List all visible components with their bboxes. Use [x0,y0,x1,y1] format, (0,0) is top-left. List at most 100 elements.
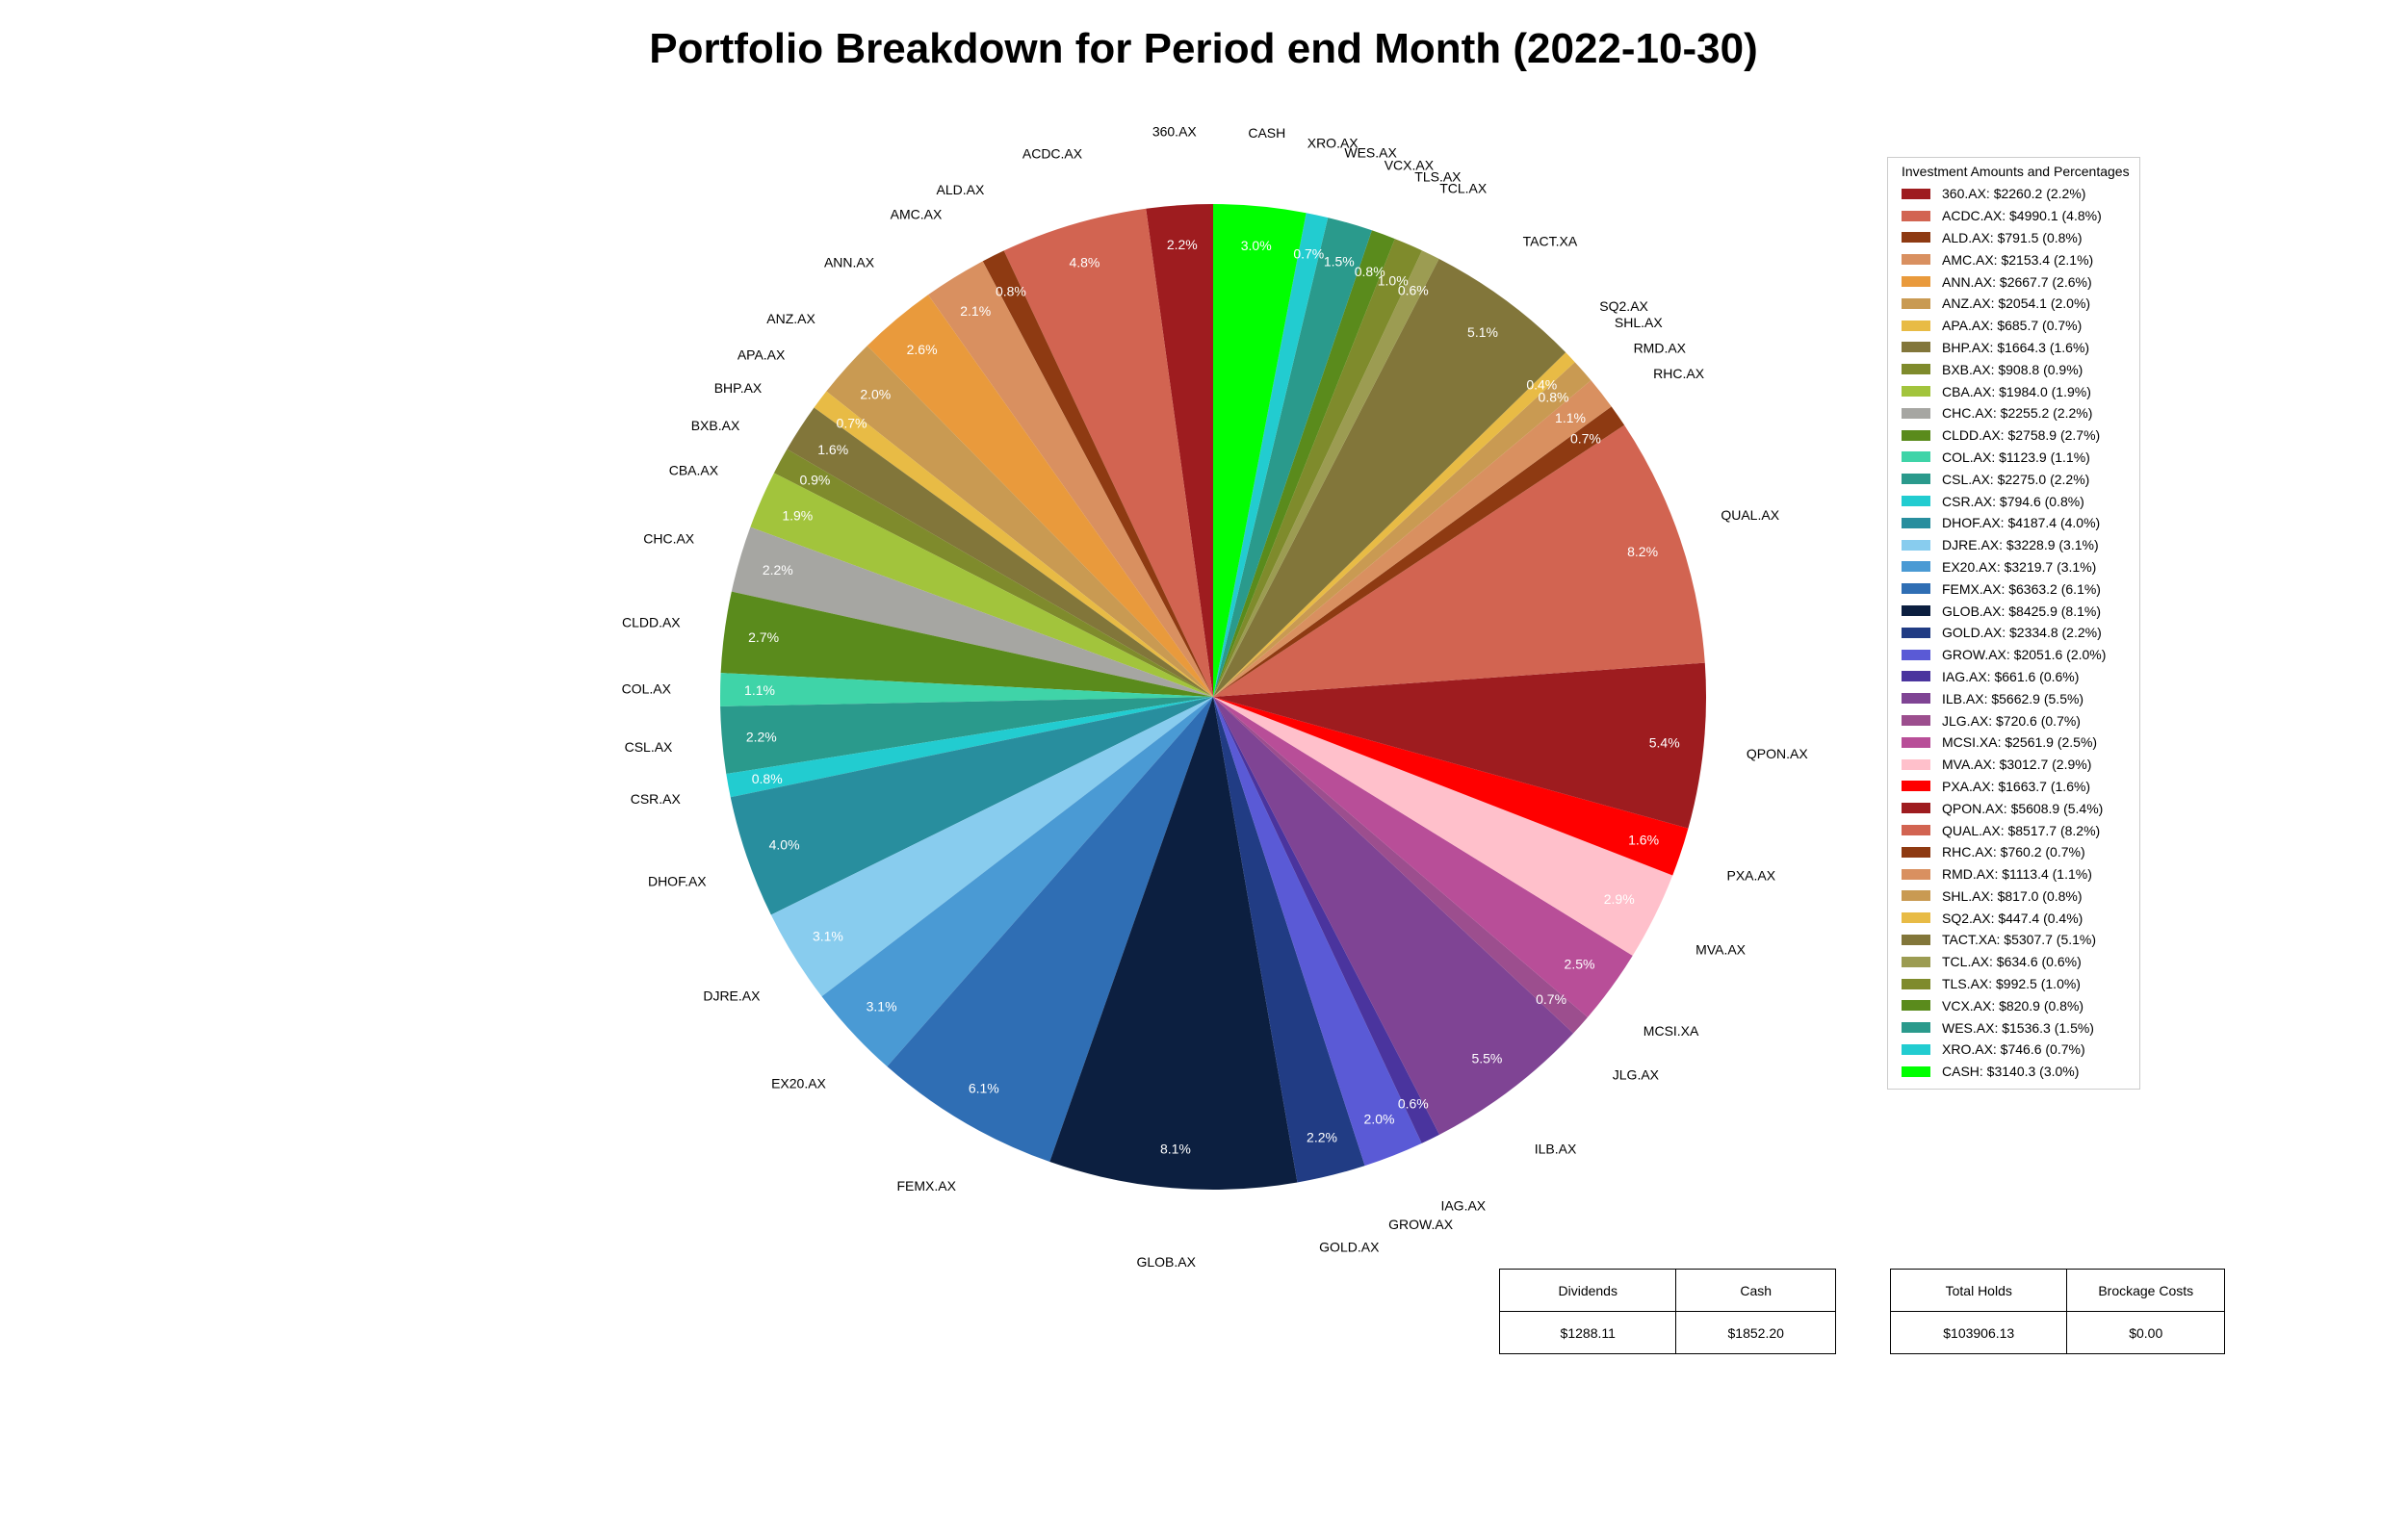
legend-item: SQ2.AX: $447.4 (0.4%) [1902,907,2130,929]
legend-label: 360.AX: $2260.2 (2.2%) [1942,186,2086,202]
pie-percent-label: 1.0% [1378,273,1409,289]
legend-item: COL.AX: $1123.9 (1.1%) [1902,447,2130,469]
pie-slice-mva-ax [1213,697,1673,956]
legend: Investment Amounts and Percentages 360.A… [1887,157,2140,1090]
pie-outer-label: IAG.AX [1440,1197,1486,1213]
legend-label: QUAL.AX: $8517.7 (8.2%) [1942,822,2101,838]
legend-title: Investment Amounts and Percentages [1902,164,2130,179]
pie-percent-label: 6.1% [969,1080,999,1095]
legend-swatch [1902,715,1930,727]
legend-swatch [1902,912,1930,924]
pie-outer-label: ACDC.AX [1022,145,1083,161]
legend-swatch [1902,934,1930,945]
legend-swatch [1902,627,1930,638]
legend-item: DJRE.AX: $3228.9 (3.1%) [1902,534,2130,556]
pie-outer-label: XRO.AX [1307,135,1359,150]
pie-slice-pxa-ax [1213,697,1689,876]
pie-percent-label: 0.8% [752,771,783,786]
legend-swatch [1902,868,1930,880]
pie-outer-label: GROW.AX [1388,1217,1454,1232]
pie-percent-label: 1.6% [1628,832,1659,847]
pie-percent-label: 0.6% [1398,282,1429,297]
legend-label: CASH: $3140.3 (3.0%) [1942,1064,2080,1080]
summary-table-holds-costs: Total Holds Brockage Costs $103906.13 $0… [1889,1269,2225,1354]
legend-label: TCL.AX: $634.6 (0.6%) [1942,954,2082,970]
pie-outer-label: BHP.AX [714,380,763,396]
legend-label: APA.AX: $685.7 (0.7%) [1942,318,2083,334]
legend-label: DJRE.AX: $3228.9 (3.1%) [1942,537,2099,553]
pie-outer-label: MVA.AX [1695,941,1747,957]
legend-swatch [1902,407,1930,419]
pie-outer-label: AMC.AX [891,207,943,222]
legend-swatch [1902,188,1930,199]
pie-percent-label: 0.7% [837,416,867,431]
legend-swatch [1902,210,1930,221]
pie-slice-ilb-ax [1213,697,1574,1135]
pie-percent-label: 1.9% [782,508,813,524]
pie-outer-labels: 360.AX ACDC.AX ALD.AX AMC.AX ANN.AX ANZ.AX APA… [622,124,1809,1270]
pie-percent-label: 4.8% [1069,254,1100,270]
legend-label: EX20.AX: $3219.7 (3.1%) [1942,558,2097,575]
legend-item: DHOF.AX: $4187.4 (4.0%) [1902,512,2130,534]
legend-item: EX20.AX: $3219.7 (3.1%) [1902,556,2130,578]
summary-header-row: Total Holds Brockage Costs [1889,1269,2225,1312]
legend-label: TLS.AX: $992.5 (1.0%) [1942,976,2081,992]
pie-slice-cba-ax [750,473,1213,697]
pie-slice-col-ax [720,673,1213,706]
legend-label: FEMX.AX: $6363.2 (6.1%) [1942,580,2101,597]
pie-percent-label: 1.1% [1555,410,1586,425]
legend-item: JLG.AX: $720.6 (0.7%) [1902,709,2130,732]
pie-slices [720,204,1706,1190]
pie-outer-label: BXB.AX [691,418,740,433]
legend-swatch [1902,342,1930,353]
pie-outer-label: APA.AX [738,347,786,363]
pie-slice-djre-ax [770,697,1213,997]
pie-slice-anz-ax [826,346,1213,697]
pie-slice-glob-ax [1049,697,1298,1190]
pie-slice-jlg-ax [1213,697,1589,1034]
pie-outer-label: CSR.AX [631,791,682,807]
pie-slice-360-ax [1146,204,1213,697]
legend-swatch [1902,1043,1930,1055]
pie-percent-label: 1.5% [1324,254,1355,270]
pie-percent-label: 0.8% [1539,390,1569,405]
legend-item: CBA.AX: $1984.0 (1.9%) [1902,380,2130,402]
pie-outer-label: EX20.AX [771,1076,826,1091]
pie-percent-label: 2.5% [1565,957,1595,972]
pie-outer-label: QUAL.AX [1721,507,1779,523]
legend-label: SHL.AX: $817.0 (0.8%) [1942,887,2083,904]
legend-swatch [1902,517,1930,528]
pie-slice-iag-ax [1213,697,1440,1143]
summary-value-row: $103906.13 $0.00 [1889,1311,2225,1354]
pie-percent-label: 2.2% [1167,237,1198,252]
legend-swatch [1902,386,1930,398]
legend-item: QPON.AX: $5608.9 (5.4%) [1902,797,2130,819]
pie-slice-csr-ax [726,697,1213,798]
legend-item: RMD.AX: $1113.4 (1.1%) [1902,863,2130,886]
legend-swatch [1902,451,1930,463]
legend-label: RHC.AX: $760.2 (0.7%) [1942,844,2085,860]
pie-percent-label: 0.4% [1526,376,1557,392]
brockage-costs-value: $0.00 [2066,1311,2225,1354]
pie-outer-label: COL.AX [622,680,672,696]
legend-label: ALD.AX: $791.5 (0.8%) [1942,229,2083,245]
legend-swatch [1902,496,1930,507]
pie-slice-tls-ax [1213,239,1422,697]
legend-item: BHP.AX: $1664.3 (1.6%) [1902,337,2130,359]
legend-item: IAG.AX: $661.6 (0.6%) [1902,666,2130,688]
pie-percent-label: 1.1% [744,682,775,698]
pie-outer-label: TACT.XA [1523,234,1578,249]
legend-swatch [1902,276,1930,288]
pie-slice-femx-ax [887,697,1213,1163]
pie-outer-label: CHC.AX [643,530,695,546]
pie-slice-chc-ax [731,526,1213,697]
pie-percent-label: 2.7% [748,629,779,645]
legend-swatch [1902,758,1930,770]
summary-value-row: $1288.11 $1852.20 [1498,1311,1836,1354]
legend-swatch [1902,890,1930,902]
legend-item: BXB.AX: $908.8 (0.9%) [1902,358,2130,380]
legend-label: MCSI.XA: $2561.9 (2.5%) [1942,734,2098,751]
legend-label: TACT.XA: $5307.7 (5.1%) [1942,932,2097,948]
pie-percent-label: 2.2% [1307,1129,1337,1144]
pie-outer-label: DJRE.AX [703,988,761,1004]
